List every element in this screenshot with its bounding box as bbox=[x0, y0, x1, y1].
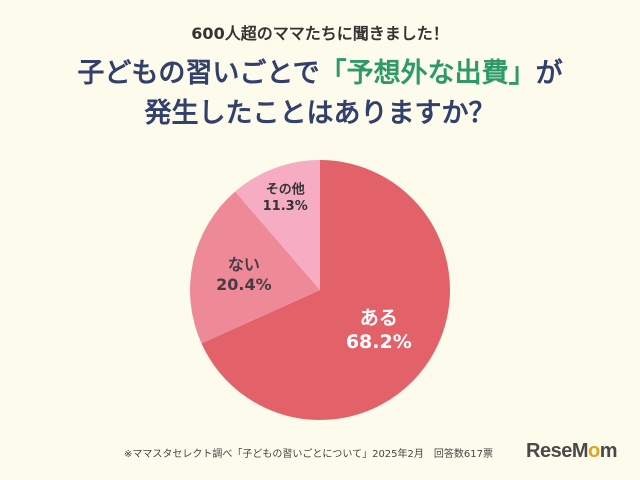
title-line-2: 発生したことはありますか？ bbox=[144, 98, 496, 129]
pie-slice-1 bbox=[201, 160, 450, 420]
page-title: 子どもの習いごとで「予想外な出費」が 発生したことはありますか？ bbox=[0, 54, 640, 134]
slice-value-2: 20.4% bbox=[216, 275, 272, 294]
pie-slice-2 bbox=[190, 191, 320, 344]
pie-slice-3 bbox=[235, 160, 320, 290]
logo-text-1: ReseM bbox=[526, 440, 588, 462]
slice-label-3: その他 bbox=[266, 182, 305, 198]
slice-label-1: ある bbox=[360, 307, 398, 329]
title-post: が bbox=[535, 58, 563, 89]
title-line-1: 子どもの習いごとで「予想外な出費」が bbox=[0, 54, 640, 94]
logo-text-3: m bbox=[599, 440, 618, 462]
source-footnote: ※ママスタセレクト調べ「子どもの習いごとについて」2025年2月 回答数617票 bbox=[124, 449, 493, 460]
title-highlight: 「予想外な出費」 bbox=[319, 58, 536, 89]
slice-value-1: 68.2% bbox=[346, 331, 412, 353]
logo-text-2: o bbox=[587, 440, 600, 462]
kicker-text: 600人超のママたちに聞きました！ bbox=[191, 24, 449, 43]
resemom-logo: ReseMom bbox=[526, 440, 618, 463]
slice-label-2: ない bbox=[228, 255, 260, 274]
slice-value-3: 11.3% bbox=[263, 199, 308, 214]
title-pre: 子どもの習いごとで bbox=[77, 58, 320, 89]
